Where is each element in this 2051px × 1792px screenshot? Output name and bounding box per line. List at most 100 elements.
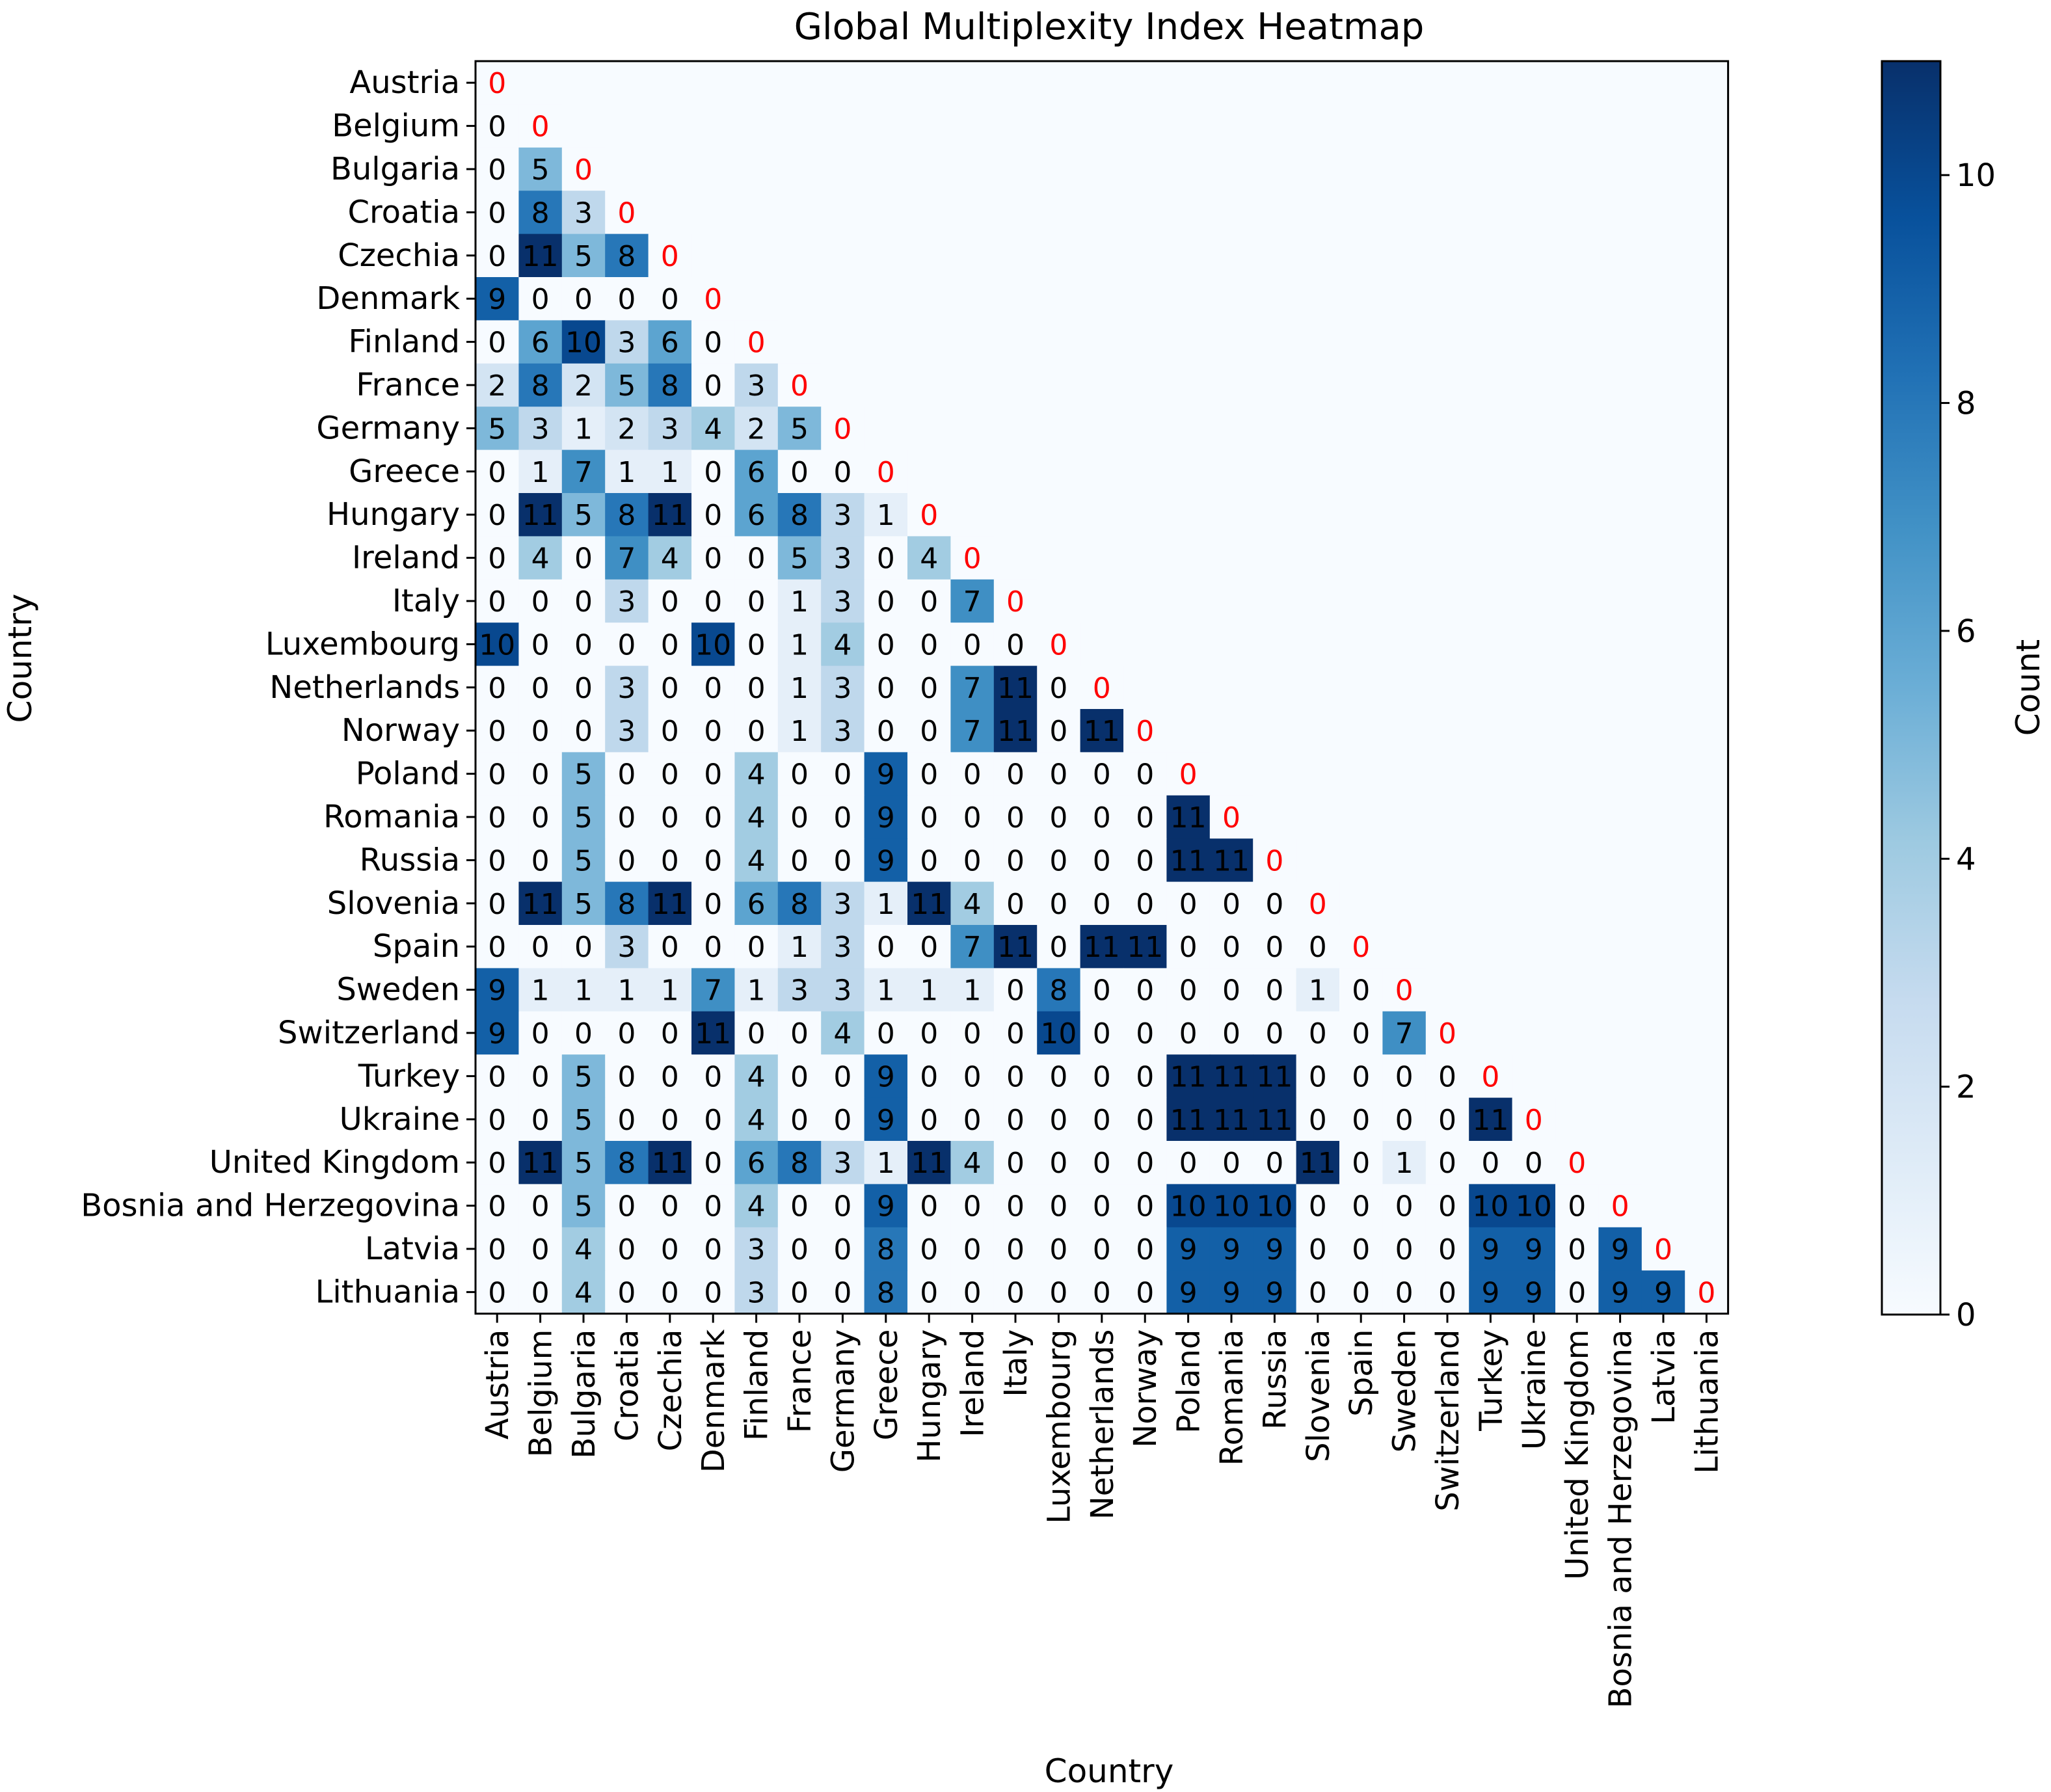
cell-value-label: 0 [574,628,593,662]
heatmap-cell [734,709,779,753]
heatmap-cell [605,277,649,321]
cell-value-label: 9 [1654,1276,1672,1309]
diagonal-value-label: 0 [1006,585,1025,619]
heatmap-cell [691,795,735,839]
heatmap-cell [907,709,951,753]
heatmap-cell [1166,968,1211,1012]
cell-value-label: 0 [833,1233,851,1266]
cell-value-label: 0 [617,1190,636,1224]
cell-value-label: 5 [574,888,593,921]
heatmap-cell [864,1270,908,1315]
cell-value-label: 0 [1136,1017,1154,1050]
heatmap-cell [821,1270,865,1315]
diagonal-value-label: 0 [1093,672,1111,705]
y-tick-label: Italy [392,583,460,619]
cell-value-label: 0 [704,499,722,532]
cell-value-label: 0 [1049,715,1067,748]
y-tick-label: Austria [349,64,460,101]
heatmap-cell [1209,1141,1253,1184]
cell-value-label: 0 [617,1276,636,1309]
heatmap-cell [777,752,822,796]
heatmap-cell [605,1141,649,1184]
heatmap-cell [907,1141,951,1184]
cell-value-label: 0 [1136,1060,1154,1093]
cell-value-label: 8 [877,1276,895,1309]
heatmap-cell [1469,1097,1513,1142]
heatmap-cell [1425,1184,1469,1228]
cell-value-label: 0 [1006,1190,1025,1224]
heatmap-cell [1382,968,1427,1012]
heatmap-cell [1123,1097,1167,1142]
heatmap-cell [777,579,822,623]
heatmap-cell [907,536,951,580]
cell-value-label: 0 [488,1060,506,1093]
cell-value-label: 0 [704,715,722,748]
heatmap-cell [518,1227,563,1271]
heatmap-cell [691,665,735,710]
heatmap-cell [1641,1270,1685,1315]
heatmap-cell [1166,925,1211,969]
y-tick-label: Germany [316,410,460,446]
cell-value-label: 0 [1309,1104,1327,1137]
cell-value-label: 0 [661,672,679,705]
heatmap-cell [1339,1141,1383,1184]
cell-value-label: 5 [531,154,550,187]
x-tick-label: United Kingdom [1559,1330,1596,1580]
cell-value-label: 0 [1006,1104,1025,1137]
cell-value-label: 0 [790,1233,809,1266]
heatmap-cell [993,925,1038,969]
cell-value-label: 2 [488,369,506,403]
cell-value-label: 0 [531,585,550,619]
cell-value-label: 1 [963,974,982,1008]
cell-value-label: 0 [531,844,550,877]
heatmap-cell [734,838,779,883]
heatmap-cell [993,1141,1038,1184]
cell-value-label: 0 [661,1104,679,1137]
heatmap-cell [648,277,692,321]
heatmap-cell [1037,925,1081,969]
cell-value-label: 0 [1352,1276,1370,1309]
cell-value-label: 0 [1265,974,1283,1008]
heatmap-cell [691,1054,735,1099]
cell-value-label: 11 [652,1147,688,1180]
heatmap-cell [1209,1227,1253,1271]
heatmap-cell [476,838,519,883]
colorbar-ticks: 0 2 4 6 8 10 [1940,157,1996,1333]
heatmap-cell [605,622,649,667]
cell-value-label: 7 [963,585,982,619]
heatmap-cell [1425,1011,1469,1055]
heatmap-cell [605,579,649,623]
x-axis-label: Country [1045,1752,1174,1790]
heatmap-cell [476,709,519,753]
cell-value-label: 1 [877,499,895,532]
heatmap-cell [561,925,606,969]
heatmap-cell [1296,1270,1340,1315]
heatmap-cell [1209,1097,1253,1142]
cell-value-label: 0 [963,758,982,792]
heatmap-cell [1598,1184,1642,1228]
heatmap-cell [734,1227,779,1271]
cell-value-label: 1 [790,628,809,662]
heatmap-cell [950,1227,995,1271]
heatmap-cell [864,1141,908,1184]
heatmap-cell [518,449,563,494]
cell-value-label: 11 [652,499,688,532]
heatmap-cell [1555,1141,1599,1184]
heatmap-cell [476,61,519,105]
cell-value-label: 0 [877,542,895,576]
diagonal-value-label: 0 [1352,931,1370,964]
cell-value-label: 0 [488,542,506,576]
cell-value-label: 4 [661,542,679,576]
heatmap-cell [1166,1097,1211,1142]
colorbar-tick-label: 6 [1956,613,1976,650]
heatmap-cell [691,579,735,623]
heatmap-cell [777,1141,822,1184]
heatmap-cell [648,536,692,580]
cell-value-label: 0 [963,1233,982,1266]
cell-value-label: 0 [488,844,506,877]
cell-value-label: 8 [877,1233,895,1266]
cell-value-label: 3 [833,888,851,921]
cell-value-label: 0 [1222,1147,1240,1180]
heatmap-cell [1123,1270,1167,1315]
